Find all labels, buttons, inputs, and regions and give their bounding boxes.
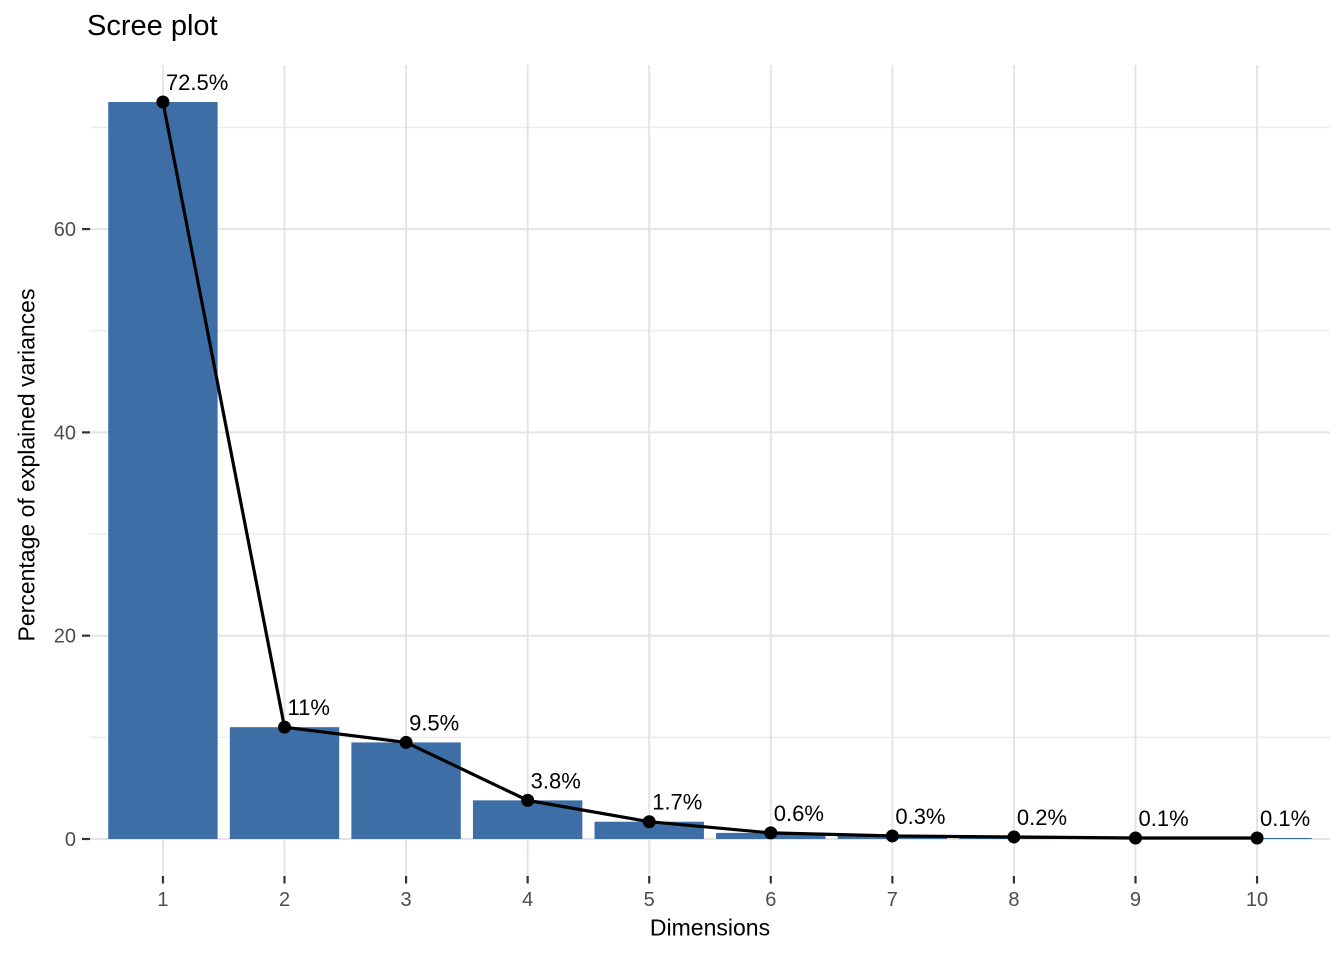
x-tick-label-4: 4 [522, 889, 533, 911]
x-tick-label-8: 8 [1008, 889, 1019, 911]
data-point-2 [278, 720, 292, 734]
value-label-10: 0.1% [1260, 806, 1310, 831]
data-point-7 [885, 829, 899, 843]
x-tick-label-5: 5 [644, 889, 655, 911]
value-label-5: 1.7% [652, 790, 702, 815]
y-tick-label-0: 0 [65, 829, 76, 851]
data-point-4 [521, 793, 535, 807]
data-point-1 [156, 95, 170, 109]
x-tick-label-7: 7 [887, 889, 898, 911]
value-label-7: 0.3% [895, 804, 945, 829]
data-point-3 [399, 735, 413, 749]
value-label-3: 9.5% [409, 710, 459, 735]
bar-dim-5 [594, 821, 704, 839]
data-point-5 [642, 815, 656, 829]
data-point-10 [1250, 831, 1264, 845]
x-axis-title: Dimensions [649, 914, 771, 941]
x-tick-label-2: 2 [279, 889, 290, 911]
y-tick-label-60: 60 [54, 219, 76, 241]
data-point-8 [1007, 830, 1021, 844]
y-tick-label-40: 40 [54, 422, 76, 444]
scree-line [161, 101, 1258, 840]
bar-dim-1 [108, 102, 218, 839]
x-tick-label-6: 6 [765, 889, 776, 911]
data-point-9 [1128, 831, 1142, 845]
chart-title: Scree plot [87, 10, 218, 42]
value-label-9: 0.1% [1138, 806, 1188, 831]
x-tick-label-9: 9 [1130, 889, 1141, 911]
x-tick-label-1: 1 [157, 889, 168, 911]
value-label-2: 11% [288, 695, 330, 720]
x-tick-label-3: 3 [401, 889, 412, 911]
x-tick-label-10: 10 [1246, 889, 1268, 911]
value-label-1: 72.5% [166, 70, 228, 95]
value-label-8: 0.2% [1017, 805, 1067, 830]
value-label-4: 3.8% [531, 768, 581, 793]
value-label-6: 0.6% [774, 801, 824, 826]
y-tick-label-20: 20 [54, 626, 76, 648]
data-point-6 [764, 826, 778, 840]
bar-dim-2 [229, 727, 340, 839]
bar-dim-3 [351, 742, 461, 839]
